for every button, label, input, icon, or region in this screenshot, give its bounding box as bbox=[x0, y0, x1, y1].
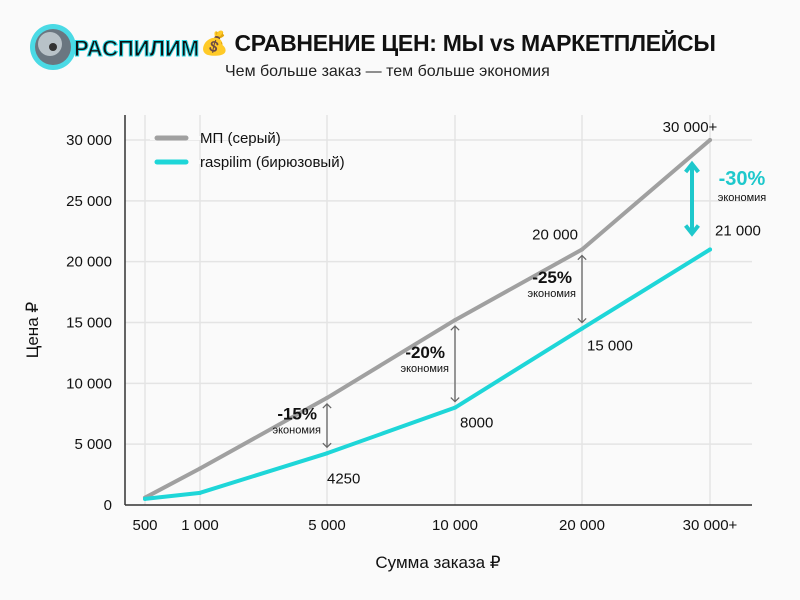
y-axis-label: Цена ₽ bbox=[23, 302, 42, 359]
x-tick-label: 20 000 bbox=[559, 517, 605, 534]
data-point bbox=[198, 490, 202, 495]
data-point bbox=[325, 451, 329, 456]
x-tick-label: 30 000+ bbox=[683, 517, 738, 534]
chart-subtitle: Чем больше заказ — тем больше экономия bbox=[225, 63, 550, 80]
data-point bbox=[708, 138, 712, 142]
savings-percent: -20% bbox=[405, 343, 445, 362]
savings-text: экономия bbox=[400, 363, 449, 375]
y-tick-label: 10 000 bbox=[66, 375, 112, 392]
y-tick-label: 0 bbox=[104, 497, 112, 514]
legend-bg bbox=[150, 136, 280, 140]
legend-bg bbox=[150, 160, 280, 164]
data-label: 30 000+ bbox=[663, 119, 718, 136]
y-tick-label: 30 000 bbox=[66, 132, 112, 149]
data-point bbox=[143, 496, 147, 501]
y-tick-label: 25 000 bbox=[66, 193, 112, 210]
savings-text: экономия bbox=[718, 192, 767, 204]
data-point bbox=[198, 466, 202, 471]
data-point bbox=[325, 395, 329, 400]
x-tick-label: 500 bbox=[132, 517, 157, 534]
x-tick-label: 10 000 bbox=[432, 517, 478, 534]
savings-percent: -30% bbox=[719, 168, 766, 190]
legend-label: raspilim (бирюзовый) bbox=[200, 154, 345, 171]
data-label: 15 000 bbox=[587, 338, 633, 355]
x-tick-label: 5 000 bbox=[308, 517, 346, 534]
data-point bbox=[580, 326, 584, 331]
savings-percent: -15% bbox=[277, 405, 317, 424]
data-point bbox=[453, 405, 457, 410]
y-tick-label: 20 000 bbox=[66, 254, 112, 271]
money-bag-icon: 💰 bbox=[200, 30, 229, 56]
chart-title: 💰 СРАВНЕНИЕ ЦЕН: МЫ vs МАРКЕТПЛЕЙСЫ bbox=[200, 30, 716, 56]
data-label: 20 000 bbox=[532, 227, 578, 244]
data-label: 21 000 bbox=[715, 223, 761, 240]
savings-text: экономия bbox=[272, 425, 321, 437]
savings-percent: -25% bbox=[532, 268, 572, 287]
data-label: 8000 bbox=[460, 415, 493, 432]
data-label: 4250 bbox=[327, 470, 360, 487]
x-tick-label: 1 000 bbox=[181, 517, 219, 534]
data-point bbox=[453, 318, 457, 323]
series-line-1 bbox=[143, 247, 712, 501]
raspilim-logo: РАСПИЛИМ bbox=[30, 24, 200, 70]
svg-text:РАСПИЛИМ: РАСПИЛИМ bbox=[74, 36, 199, 61]
savings-text: экономия bbox=[527, 288, 576, 300]
data-point bbox=[708, 247, 712, 252]
x-axis-label: Сумма заказа ₽ bbox=[375, 553, 500, 572]
data-point bbox=[580, 247, 584, 252]
series-line-0 bbox=[143, 138, 712, 500]
y-tick-label: 5 000 bbox=[74, 436, 112, 453]
legend-label: МП (серый) bbox=[200, 130, 281, 147]
y-tick-label: 15 000 bbox=[66, 315, 112, 332]
